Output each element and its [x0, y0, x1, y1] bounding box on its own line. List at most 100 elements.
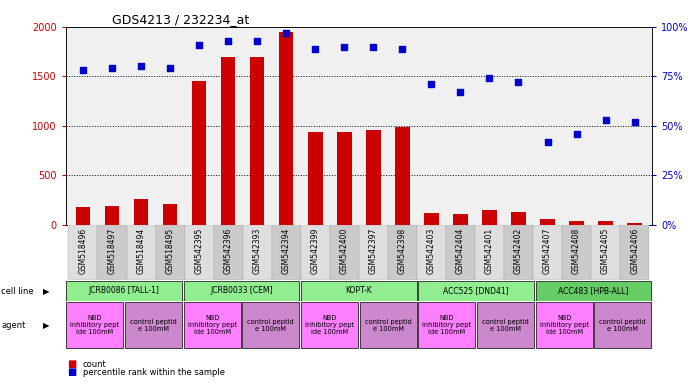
- Bar: [330, 225, 359, 280]
- Point: [194, 41, 205, 48]
- Text: GSM542402: GSM542402: [514, 227, 523, 274]
- Bar: [598, 221, 613, 225]
- Text: GSM542393: GSM542393: [253, 227, 262, 274]
- Bar: [272, 225, 301, 280]
- Bar: [221, 56, 235, 225]
- Text: GSM542408: GSM542408: [572, 227, 581, 274]
- Point: [281, 30, 292, 36]
- Text: JCRB0086 [TALL-1]: JCRB0086 [TALL-1]: [89, 286, 159, 295]
- Text: ■: ■: [68, 367, 77, 377]
- Point: [164, 65, 175, 71]
- Point: [77, 67, 88, 73]
- Text: NBD
inhibitory pept
ide 100mM: NBD inhibitory pept ide 100mM: [188, 315, 237, 336]
- Text: GDS4213 / 232234_at: GDS4213 / 232234_at: [112, 13, 250, 26]
- Text: GSM542398: GSM542398: [398, 227, 407, 274]
- Text: NBD
inhibitory pept
ide 100mM: NBD inhibitory pept ide 100mM: [70, 315, 119, 336]
- Text: GSM518495: GSM518495: [166, 227, 175, 274]
- Bar: [301, 225, 330, 280]
- Text: percentile rank within the sample: percentile rank within the sample: [83, 368, 225, 377]
- Point: [339, 44, 350, 50]
- Bar: [337, 132, 351, 225]
- Bar: [105, 206, 119, 225]
- Text: GSM518497: GSM518497: [108, 227, 117, 274]
- Bar: [424, 213, 439, 225]
- Point: [368, 44, 379, 50]
- Text: ACC525 [DND41]: ACC525 [DND41]: [443, 286, 509, 295]
- Text: GSM542405: GSM542405: [601, 227, 610, 274]
- Text: NBD
inhibitory pept
ide 100mM: NBD inhibitory pept ide 100mM: [305, 315, 354, 336]
- Bar: [66, 281, 182, 301]
- Bar: [359, 303, 417, 349]
- Text: GSM518496: GSM518496: [79, 227, 88, 274]
- Bar: [97, 225, 126, 280]
- Bar: [569, 221, 584, 225]
- Bar: [533, 225, 562, 280]
- Bar: [76, 207, 90, 225]
- Text: GSM518494: GSM518494: [137, 227, 146, 274]
- Point: [629, 119, 640, 125]
- Bar: [192, 81, 206, 225]
- Text: ■: ■: [68, 359, 77, 369]
- Text: GSM542406: GSM542406: [630, 227, 639, 274]
- Text: GSM542396: GSM542396: [224, 227, 233, 274]
- Bar: [126, 225, 155, 280]
- Text: agent: agent: [1, 321, 26, 330]
- Text: GSM542404: GSM542404: [456, 227, 465, 274]
- Point: [252, 38, 263, 44]
- Bar: [301, 281, 417, 301]
- Point: [135, 63, 146, 70]
- Point: [455, 89, 466, 95]
- Bar: [308, 132, 322, 225]
- Bar: [279, 32, 293, 225]
- Bar: [242, 303, 299, 349]
- Text: NBD
inhibitory pept
ide 100mM: NBD inhibitory pept ide 100mM: [422, 315, 471, 336]
- Text: count: count: [83, 359, 106, 369]
- Bar: [155, 225, 185, 280]
- Bar: [395, 127, 410, 225]
- Bar: [185, 225, 214, 280]
- Bar: [453, 214, 468, 225]
- Text: GSM542403: GSM542403: [427, 227, 436, 274]
- Text: GSM542399: GSM542399: [310, 227, 319, 274]
- Bar: [540, 219, 555, 225]
- Text: control peptid
e 100mM: control peptid e 100mM: [248, 319, 294, 332]
- Bar: [184, 303, 241, 349]
- Bar: [620, 225, 649, 280]
- Point: [542, 139, 553, 145]
- Text: GSM542397: GSM542397: [369, 227, 378, 274]
- Bar: [418, 281, 534, 301]
- Text: KOPT-K: KOPT-K: [346, 286, 372, 295]
- Bar: [366, 130, 381, 225]
- Text: GSM542395: GSM542395: [195, 227, 204, 274]
- Point: [600, 117, 611, 123]
- Text: control peptid
e 100mM: control peptid e 100mM: [130, 319, 177, 332]
- Bar: [477, 303, 534, 349]
- Text: NBD
inhibitory pept
ide 100mM: NBD inhibitory pept ide 100mM: [540, 315, 589, 336]
- Bar: [301, 303, 358, 349]
- Point: [484, 75, 495, 81]
- Text: JCRB0033 [CEM]: JCRB0033 [CEM]: [210, 286, 273, 295]
- Bar: [446, 225, 475, 280]
- Bar: [66, 303, 124, 349]
- Bar: [125, 303, 182, 349]
- Text: control peptid
e 100mM: control peptid e 100mM: [365, 319, 411, 332]
- Bar: [482, 210, 497, 225]
- Bar: [535, 303, 593, 349]
- Text: ▶: ▶: [43, 321, 49, 330]
- Point: [310, 46, 321, 52]
- Text: GSM542407: GSM542407: [543, 227, 552, 274]
- Point: [397, 46, 408, 52]
- Bar: [250, 56, 264, 225]
- Point: [106, 65, 117, 71]
- Bar: [68, 225, 97, 280]
- Text: control peptid
e 100mM: control peptid e 100mM: [482, 319, 529, 332]
- Bar: [214, 225, 243, 280]
- Text: GSM542394: GSM542394: [282, 227, 290, 274]
- Bar: [418, 303, 475, 349]
- Text: GSM542401: GSM542401: [485, 227, 494, 274]
- Bar: [562, 225, 591, 280]
- Bar: [535, 281, 651, 301]
- Point: [513, 79, 524, 85]
- Bar: [184, 281, 299, 301]
- Bar: [359, 225, 388, 280]
